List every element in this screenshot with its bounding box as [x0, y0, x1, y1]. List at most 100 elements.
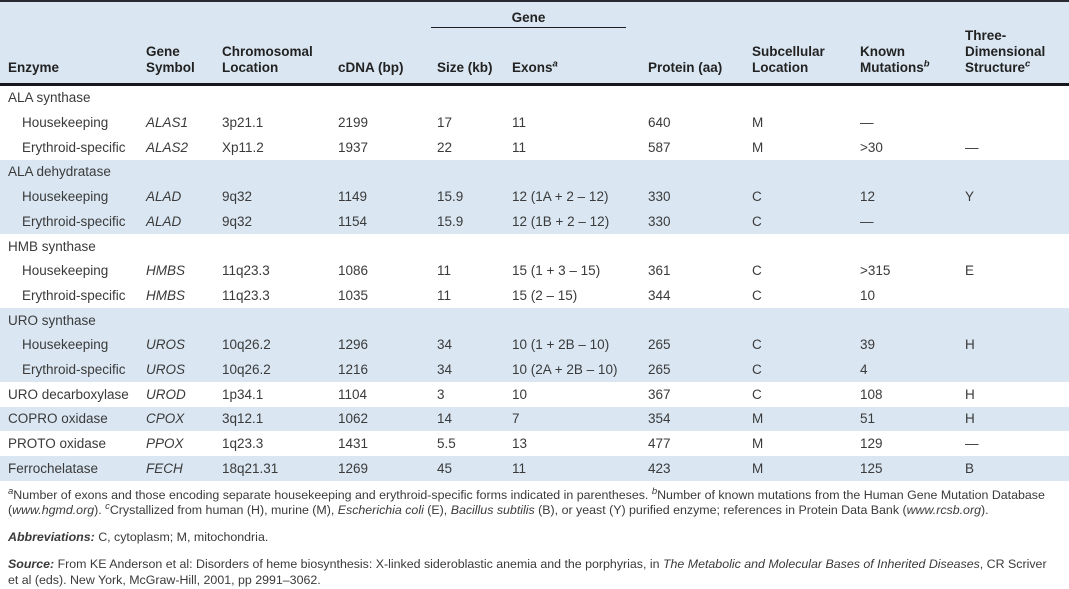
- table-row: Housekeeping HMBS 11q23.3 1086 11 15 (1 + 3 –…: [0, 258, 1069, 284]
- text-segment: ).: [980, 503, 989, 518]
- enzyme-cell: URO synthase: [8, 312, 96, 328]
- table-row: Housekeeping UROS 10q26.2 1296 34 10 (1 + 2B …: [0, 332, 1069, 358]
- data-cell: [744, 160, 852, 185]
- data-cell: [640, 308, 744, 333]
- data-cell: 1062: [338, 411, 369, 427]
- data-cell: 15.9: [437, 213, 464, 229]
- enzyme-cell: PROTO oxidase: [8, 436, 107, 452]
- data-cell: C: [752, 189, 762, 205]
- data-cell: 11: [437, 263, 452, 279]
- data-cell: [429, 234, 504, 259]
- data-cell: 9q32: [222, 189, 253, 205]
- heme-enzymes-table: Gene Enzyme Gene Symbol Chromosomal Locati…: [0, 0, 1069, 481]
- data-cell: 587: [648, 139, 671, 155]
- data-cell: —: [965, 436, 979, 452]
- data-cell: 1149: [338, 189, 368, 205]
- table-header: Gene Enzyme Gene Symbol Chromosomal Locati…: [0, 1, 1069, 86]
- data-cell: 1086: [338, 263, 369, 279]
- data-cell: M: [752, 436, 764, 452]
- data-cell: 367: [648, 386, 671, 402]
- data-cell: M: [752, 115, 764, 131]
- text-segment: Source:: [8, 557, 55, 572]
- data-cell: >315: [860, 263, 891, 279]
- data-cell: 265: [648, 337, 671, 353]
- text-segment: (B), or yeast (Y) purified enzyme; refer…: [534, 503, 907, 518]
- column-header-6: Protein (aa): [640, 28, 745, 86]
- data-cell: 1q23.3: [222, 436, 264, 452]
- data-cell: [214, 84, 330, 110]
- enzyme-cell: Housekeeping: [22, 189, 109, 205]
- data-cell: 17: [437, 115, 453, 131]
- data-cell: 344: [648, 287, 671, 303]
- data-cell: [504, 308, 640, 333]
- data-cell: 129: [860, 436, 883, 452]
- text-segment: Number of exons and those encoding separ…: [13, 487, 652, 502]
- data-cell: [330, 160, 429, 185]
- data-cell: 640: [648, 115, 671, 131]
- data-cell: [744, 234, 852, 259]
- column-header-7: Subcellular Location: [744, 28, 853, 86]
- data-cell: C: [752, 337, 762, 353]
- data-cell: C: [752, 263, 762, 279]
- enzyme-cell: Erythroid-specific: [22, 139, 126, 155]
- enzyme-group-row: HMB synthase: [0, 233, 1069, 259]
- text-segment: c: [105, 501, 110, 513]
- enzyme-cell: URO decarboxylase: [8, 386, 129, 402]
- data-cell: [330, 84, 429, 110]
- data-cell: —: [860, 213, 874, 229]
- table-row: Housekeeping ALAD 9q32 1149 15.9 12 (1A + 2 –…: [0, 184, 1069, 209]
- footnote-marker-a: a: [552, 58, 558, 70]
- data-cell: HMBS: [146, 287, 186, 303]
- data-cell: [957, 283, 1069, 308]
- data-cell: [957, 357, 1069, 382]
- table-row: COPRO oxidase CPOX 3q12.1 1062 14 7 354 M 51 H: [0, 406, 1069, 432]
- text-segment: (E),: [423, 503, 451, 518]
- data-cell: [957, 209, 1069, 234]
- data-cell: 1104: [338, 386, 368, 402]
- text-segment: Bacillus subtilis: [450, 503, 535, 518]
- table-row: PROTO oxidase PPOX 1q23.3 1431 5.5 13 477 M 129 —: [0, 431, 1069, 456]
- data-cell: H: [965, 411, 975, 427]
- gene-group-header-row: Gene: [0, 1, 1069, 28]
- data-cell: [957, 234, 1069, 259]
- data-cell: 9q32: [222, 213, 253, 229]
- footnotes-section: aNumber of exons and those encoding sepa…: [0, 481, 1069, 589]
- table-row: Housekeeping ALAS1 3p21.1 2199 17 11 640 M —: [0, 110, 1069, 135]
- data-cell: 354: [648, 411, 671, 427]
- enzyme-cell: COPRO oxidase: [8, 411, 108, 427]
- enzyme-cell: Housekeeping: [22, 115, 109, 131]
- data-cell: 12 (1B + 2 – 12): [512, 213, 610, 229]
- data-cell: 39: [860, 337, 876, 353]
- data-cell: [852, 234, 957, 259]
- data-cell: [138, 234, 214, 259]
- column-header-3: cDNA (bp): [330, 28, 429, 86]
- data-cell: H: [965, 386, 975, 402]
- data-cell: 10 (1 + 2B – 10): [512, 337, 610, 353]
- data-cell: 11: [512, 460, 527, 476]
- data-cell: UROS: [146, 337, 186, 353]
- data-cell: [852, 160, 957, 185]
- data-cell: M: [752, 460, 764, 476]
- column-header-8: Known Mutationsb: [852, 28, 958, 86]
- data-cell: ALAD: [146, 189, 182, 205]
- text-segment: ).: [94, 503, 106, 518]
- data-cell: 477: [648, 436, 671, 452]
- data-cell: [744, 308, 852, 333]
- enzyme-cell: ALA dehydratase: [8, 164, 111, 180]
- data-cell: 3q12.1: [222, 411, 264, 427]
- data-cell: 3p21.1: [222, 115, 264, 131]
- data-cell: 11q23.3: [222, 263, 270, 279]
- table-body: ALA synthase Housekeeping ALAS1 3p21.1 2199 1…: [0, 84, 1069, 481]
- data-cell: —: [965, 139, 979, 155]
- data-cell: 22: [437, 139, 453, 155]
- table-row: Erythroid-specific ALAS2 Xp11.2 1937 22 11 587…: [0, 134, 1069, 160]
- data-cell: [504, 234, 640, 259]
- text-segment: From KE Anderson et al: Disorders of hem…: [54, 557, 663, 572]
- data-cell: C: [752, 213, 762, 229]
- data-cell: 15 (1 + 3 – 15): [512, 263, 601, 279]
- text-segment: www.hgmd.org: [12, 503, 95, 518]
- column-header-5: Exonsa: [504, 28, 641, 86]
- enzyme-cell: HMB synthase: [8, 238, 96, 254]
- data-cell: E: [965, 263, 975, 279]
